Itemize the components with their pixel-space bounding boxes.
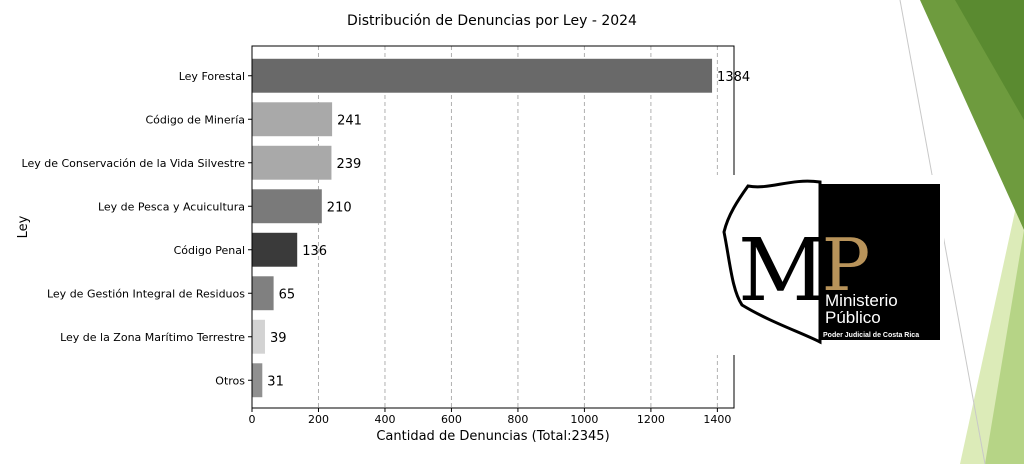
bar [252,102,333,137]
x-tick-label: 600 [441,413,462,426]
x-tick-label: 0 [249,413,256,426]
value-label: 210 [327,200,352,215]
category-label: Ley de la Zona Marítimo Terrestre [60,331,245,344]
logo-black-block [820,184,940,340]
bar [252,189,322,224]
category-label: Ley Forestal [179,70,245,83]
logo-name-line2: Público [825,308,881,327]
value-label: 241 [337,113,362,128]
logo-shield-icon [722,179,822,345]
category-label: Ley de Conservación de la Vida Silvestre [22,157,246,170]
bar-chart: Distribución de Denuncias por Ley - 2024… [16,13,750,444]
x-ticks: 0 200 400 600 800 1000 1200 1400 [249,408,731,426]
bar [252,145,332,180]
slide-decoration [899,0,1024,464]
value-label: 65 [279,287,296,302]
value-label: 239 [336,157,361,172]
y-axis-title: Ley [16,215,31,238]
logo-tagline: Poder Judicial de Costa Rica [823,332,919,339]
bar [252,319,265,354]
bar [252,58,713,93]
bar [252,363,263,398]
category-label: Código Penal [174,244,245,257]
category-label: Ley de Gestión Integral de Residuos [47,287,245,300]
category-label: Otros [215,374,245,387]
value-label: 39 [270,331,287,346]
bars [252,58,713,398]
category-label: Ley de Pesca y Acuicultura [98,200,245,213]
x-tick-label: 800 [507,413,528,426]
bar [252,276,274,311]
value-label: 31 [267,374,284,389]
decor-green-shade [955,0,1024,120]
logo-name-line1: Ministerio [825,291,898,310]
ministerio-publico-logo: M P Ministerio Público Poder Judicial de… [652,175,944,355]
decor-mid-green-shape [985,230,1024,464]
x-tick-label: 200 [308,413,329,426]
value-label: 136 [302,244,327,259]
x-tick-label: 400 [374,413,395,426]
x-tick-label: 1200 [637,413,665,426]
bar [252,232,298,267]
category-labels: Ley Forestal Código de Minería Ley de Cons… [22,70,252,387]
chart-title: Distribución de Denuncias por Ley - 2024 [347,13,637,29]
logo-monogram-m: M [738,221,826,321]
category-label: Código de Minería [145,113,245,126]
x-tick-label: 1400 [703,413,731,426]
logo-monogram-p: P [822,223,870,307]
x-axis-title: Cantidad de Denuncias (Total:2345) [376,429,609,444]
x-tick-label: 1000 [570,413,598,426]
